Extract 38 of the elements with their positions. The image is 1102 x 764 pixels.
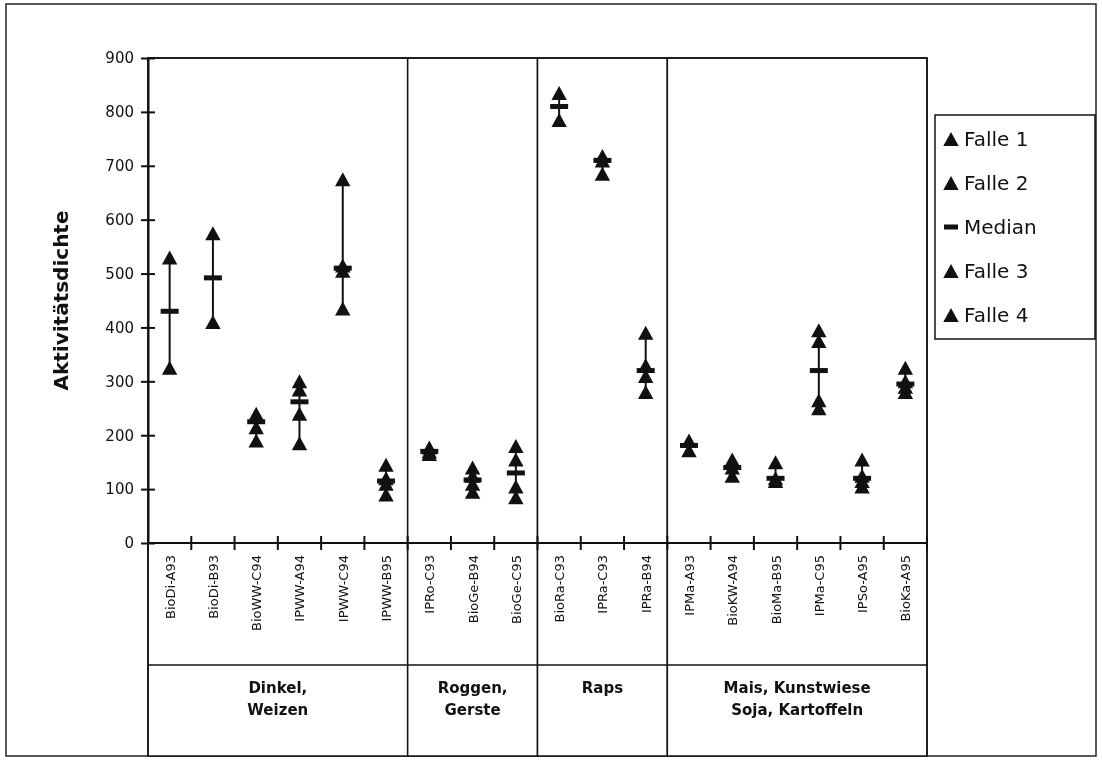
legend-label: Median	[964, 215, 1037, 239]
band-label: Roggen, Gerste	[437, 679, 508, 719]
legend-label: Falle 4	[964, 303, 1029, 327]
x-tick-label: BioGe-B94	[465, 555, 481, 624]
band-label: Dinkel, Weizen	[247, 679, 309, 719]
legend-label: Falle 1	[964, 127, 1029, 151]
legend-label: Falle 2	[964, 171, 1029, 195]
y-tick-label: 0	[124, 534, 134, 553]
y-tick-label: 800	[105, 103, 134, 122]
x-tick-label: IPMa-A93	[681, 555, 697, 616]
y-tick-label: 200	[105, 426, 134, 445]
x-tick-label: BioRa-C93	[552, 555, 568, 623]
y-tick-label: 700	[105, 157, 134, 176]
legend-label: Falle 3	[964, 259, 1029, 283]
x-tick-label: BioDi-A93	[162, 555, 178, 619]
band-label: Mais, Kunstwiese Soja, Kartoffeln	[723, 679, 871, 719]
y-tick-label: 300	[105, 372, 134, 391]
y-tick-label: 600	[105, 210, 134, 229]
y-tick-label: 900	[105, 49, 134, 68]
x-tick-label: BioWW-C94	[249, 555, 265, 631]
x-tick-label: IPRa-C93	[595, 555, 611, 614]
x-tick-label: IPWW-B95	[379, 555, 395, 622]
y-tick-label: 400	[105, 318, 134, 337]
x-tick-label: IPRo-C93	[422, 555, 438, 614]
band-label: Raps	[581, 679, 624, 697]
x-tick-label: IPWW-C94	[335, 555, 351, 623]
x-tick-label: BioGe-C95	[508, 555, 524, 624]
x-tick-label: BioDi-B93	[205, 555, 221, 619]
x-tick-label: IPWW-A94	[292, 555, 308, 622]
y-tick-label: 500	[105, 264, 134, 283]
x-tick-label: IPSo-A95	[855, 555, 871, 613]
x-tick-label: BioKW-A94	[725, 555, 741, 626]
x-tick-label: BioMa-B95	[768, 555, 784, 625]
y-axis-title: Aktivitätsdichte	[49, 210, 73, 391]
x-tick-label: BioKa-A95	[898, 555, 914, 622]
x-tick-label: IPRa-B94	[638, 555, 654, 614]
y-tick-label: 100	[105, 480, 134, 499]
x-tick-label: IPMa-C95	[811, 555, 827, 617]
